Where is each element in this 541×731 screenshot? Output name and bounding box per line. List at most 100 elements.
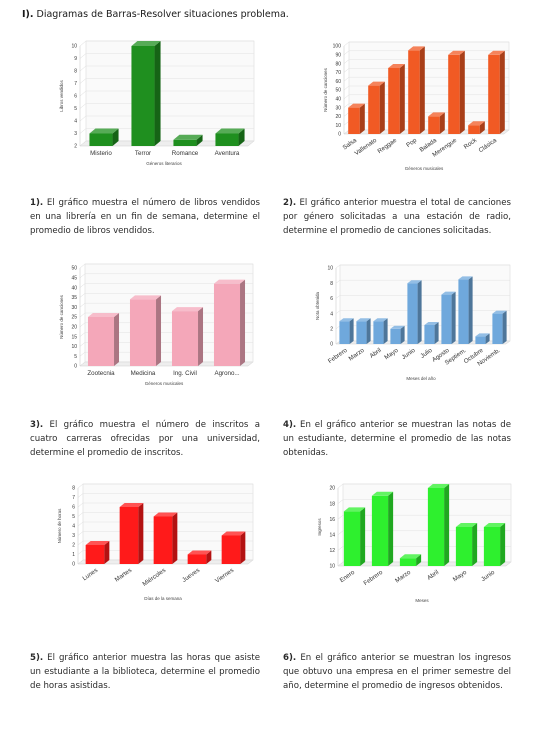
category-label: Junio — [480, 569, 497, 584]
y-tick-label: 30 — [71, 305, 77, 311]
y-tick-label: 8 — [74, 69, 77, 75]
category-label: Agrono... — [214, 370, 239, 377]
category-label: Misterio — [90, 150, 112, 157]
bar — [492, 310, 507, 344]
y-tick-label: 100 — [333, 44, 342, 50]
gridline-depth — [77, 521, 84, 527]
gridline-depth — [335, 264, 341, 269]
gridline-depth — [335, 295, 341, 299]
bar — [339, 318, 354, 344]
y-tick-label: 0 — [338, 132, 341, 138]
gridline-depth — [79, 40, 87, 47]
bar — [119, 503, 144, 564]
x-axis-title: Géneros musicales — [405, 166, 444, 171]
chart-back-wall — [342, 483, 512, 563]
bar — [427, 484, 450, 566]
bar — [129, 295, 162, 366]
gridline-depth — [343, 77, 350, 82]
gridline-depth — [343, 41, 350, 47]
bar — [85, 541, 110, 564]
category-label: Febrero — [327, 347, 349, 365]
y-tick-label: 80 — [335, 61, 341, 67]
bar — [215, 128, 245, 146]
category-label: Clásica — [478, 137, 499, 155]
y-tick-label: 60 — [335, 79, 341, 85]
y-tick-label: 20 — [329, 486, 335, 492]
problem-1-text: El gráfico muestra el número de libros v… — [30, 198, 260, 236]
gridline-depth — [79, 342, 86, 347]
category-label: Abril — [426, 569, 440, 582]
y-axis-title: Libros vendidos — [59, 79, 64, 111]
gridline-depth — [79, 128, 87, 134]
worksheet-heading: I). Diagramas de Barras-Resolver situaci… — [22, 9, 289, 20]
category-label: Lunes — [81, 567, 99, 582]
y-tick-label: 6 — [330, 296, 333, 302]
problem-4-text: En el gráfico anterior se muestran las n… — [283, 420, 511, 458]
category-label: Martes — [114, 567, 134, 584]
y-tick-label: 12 — [329, 548, 335, 554]
y-tick-label: 30 — [335, 105, 341, 111]
gridline-depth — [335, 310, 341, 314]
gridline-depth — [343, 50, 350, 55]
y-tick-label: 2 — [74, 144, 77, 150]
problem-6: 6). En el gráfico anterior se muestran l… — [283, 651, 511, 693]
category-label: Viernes — [214, 567, 235, 585]
gridline-depth — [79, 361, 86, 367]
category-label: Reggae — [376, 137, 398, 155]
gridline-depth — [337, 499, 344, 504]
x-axis-title: Géneros literarios — [146, 161, 182, 166]
chart-3-enrolled: 0 5 10 15 20 25 30 35 40 45 50 Número de canciones Z… — [48, 258, 258, 403]
problem-2-number: 2). — [283, 198, 297, 208]
bar — [388, 64, 405, 134]
gridline-depth — [77, 531, 84, 536]
y-tick-label: 20 — [71, 325, 77, 331]
category-label: Febrero — [362, 569, 384, 587]
chart-2-svg: 0 10 20 30 40 50 60 70 80 90 100 Número de cancione… — [323, 41, 510, 171]
chart-3-svg: 0 5 10 15 20 25 30 35 40 45 50 Número de canciones Z… — [59, 263, 254, 386]
gridline-depth — [335, 340, 341, 345]
gridline-depth — [79, 283, 86, 288]
gridline-depth — [79, 140, 87, 147]
gridline-depth — [337, 530, 344, 535]
category-label: Junio — [401, 347, 418, 362]
bar — [348, 103, 365, 134]
category-label: Pop — [405, 137, 418, 149]
problem-5: 5). El gráfico anterior muestra las hora… — [30, 651, 260, 693]
gridline-depth — [79, 78, 87, 84]
bar — [87, 313, 120, 366]
bar — [458, 276, 473, 344]
gridline-depth — [343, 121, 350, 126]
bar — [221, 531, 246, 564]
y-tick-label: 90 — [335, 53, 341, 59]
y-tick-label: 10 — [335, 123, 341, 129]
y-tick-label: 40 — [71, 285, 77, 291]
problem-4: 4). En el gráfico anterior se muestran l… — [283, 418, 511, 460]
gridline-depth — [343, 59, 350, 64]
gridline-depth — [343, 85, 350, 91]
y-axis-title: Número de canciones — [323, 67, 328, 112]
gridline-depth — [79, 273, 86, 278]
gridline-depth — [79, 332, 86, 337]
y-axis-title: Ingresos — [317, 518, 322, 536]
y-tick-label: 5 — [72, 514, 75, 520]
gridline-depth — [343, 112, 350, 117]
problem-1-number: 1). — [30, 198, 44, 208]
gridline-depth — [77, 493, 84, 498]
y-tick-label: 6 — [74, 94, 77, 100]
y-tick-label: 35 — [71, 295, 77, 301]
problem-4-number: 4). — [283, 420, 297, 430]
y-axis-title: Nota obtenida — [315, 291, 320, 320]
chart-5-hours: 0 1 2 3 4 5 6 7 8 Número de horas Lunes Martes Miérc… — [48, 478, 258, 623]
category-label: Abril — [368, 347, 382, 360]
category-label: Mayo — [452, 569, 469, 584]
y-tick-label: 40 — [335, 97, 341, 103]
bar — [89, 128, 119, 146]
problem-5-number: 5). — [30, 653, 44, 663]
y-tick-label: 70 — [335, 70, 341, 76]
bar — [468, 121, 485, 134]
y-tick-label: 10 — [329, 564, 335, 570]
y-tick-label: 50 — [335, 88, 341, 94]
chart-1-books: 2 3 4 5 6 7 8 9 10 Libros vendidos Misterio Terror R… — [48, 28, 258, 183]
bar — [390, 325, 405, 344]
